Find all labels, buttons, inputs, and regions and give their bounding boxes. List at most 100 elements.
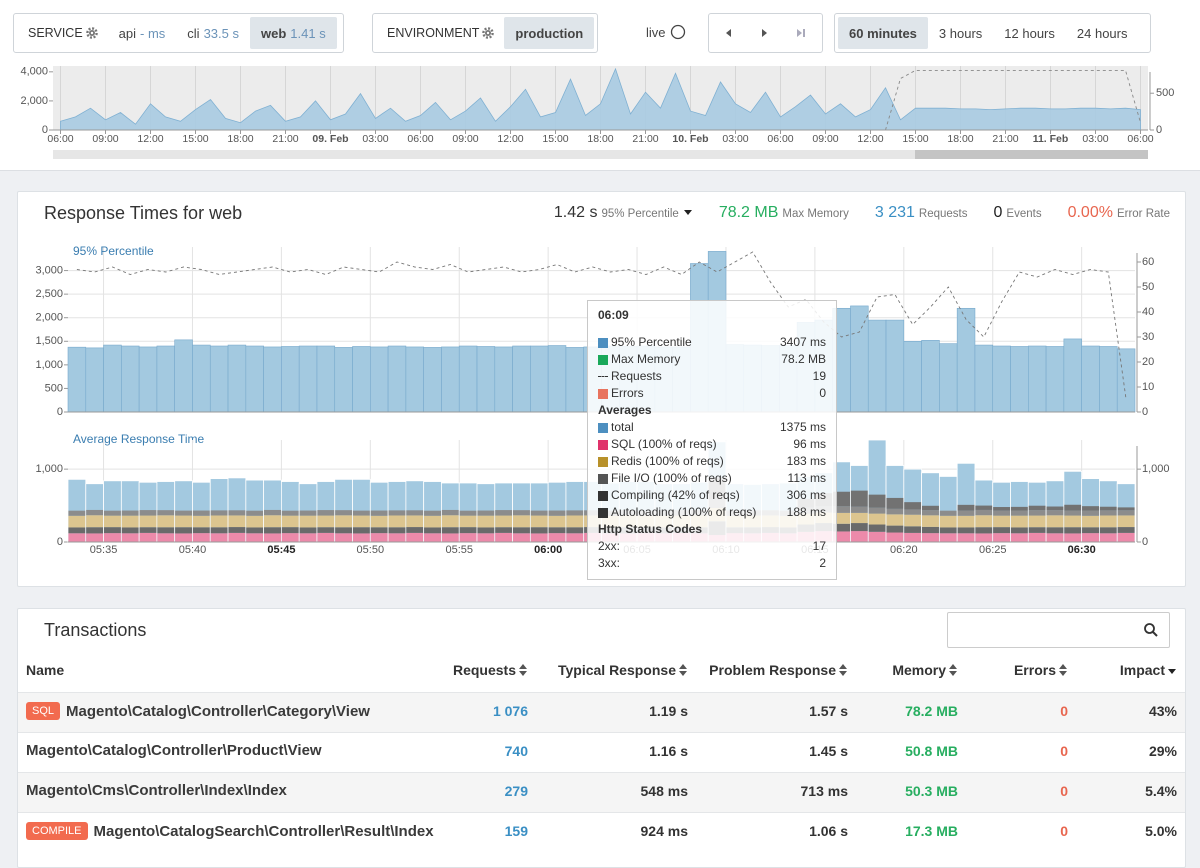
- swatch-dashed: [598, 376, 608, 377]
- stat-label: Requests: [918, 208, 968, 220]
- tooltip-label: Requests: [611, 369, 662, 383]
- tooltip-value: 96 ms: [793, 437, 826, 451]
- live-toggle[interactable]: live: [646, 24, 686, 40]
- nav-button[interactable]: [715, 25, 745, 41]
- transaction-name[interactable]: COMPILE Magento\CatalogSearch\Controller\…: [26, 822, 434, 840]
- table-cell: 1.57 s: [809, 703, 848, 719]
- environment-label: ENVIRONMENT: [376, 26, 504, 40]
- stat: 3 231 Requests: [875, 204, 968, 222]
- live-circle: [670, 24, 685, 40]
- tooltip-label: Redis (100% of reqs): [611, 454, 724, 468]
- stat: 78.2 MB Max Memory: [719, 204, 849, 222]
- sort-icon: [1059, 664, 1067, 676]
- search-icon: [1144, 623, 1158, 637]
- column-header[interactable]: Problem Response: [709, 662, 848, 678]
- tooltip-value: 3407 ms: [779, 335, 826, 349]
- tooltip-row: Autoloading (100% of reqs) 188 ms: [598, 504, 826, 521]
- range-option[interactable]: 12 hours: [1004, 25, 1055, 41]
- tooltip-section: Averages: [598, 403, 652, 417]
- dropdown-arrow: [683, 210, 692, 215]
- tooltip-label: Compiling (42% of reqs): [611, 488, 740, 502]
- sort-up: [949, 664, 957, 669]
- transaction-tag: SQL: [26, 702, 61, 720]
- column-header-text: Impact: [1119, 662, 1165, 678]
- sort-down: [839, 671, 847, 676]
- gear-hole: [90, 31, 93, 35]
- tooltip-name: total: [598, 419, 634, 436]
- transaction-name[interactable]: SQL Magento\Catalog\Controller\Category\V…: [26, 702, 370, 720]
- column-header[interactable]: Memory: [892, 662, 958, 678]
- panel-title: Transactions: [44, 620, 147, 640]
- tooltip-name: Compiling (42% of reqs): [598, 487, 740, 504]
- tooltip-value: 113 ms: [787, 471, 826, 485]
- gear-icon: [85, 27, 98, 39]
- transaction-name[interactable]: Magento\Cms\Controller\Index\Index: [26, 782, 287, 799]
- table-cell: 713 ms: [800, 783, 848, 799]
- table-cell: 0: [1060, 743, 1068, 759]
- transaction-name-text: Magento\Cms\Controller\Index\Index: [26, 782, 287, 799]
- sort-icon: [839, 664, 847, 676]
- sort-down: [679, 671, 687, 676]
- stat-value: 1.42 s: [553, 204, 598, 221]
- column-header-text: Name: [26, 662, 65, 678]
- stat-label: Events: [1006, 208, 1042, 220]
- column-header[interactable]: Typical Response: [558, 662, 688, 678]
- tooltip: 06:09 95% Percentile 3407 ms Max Memory 78.2…: [587, 300, 837, 580]
- tooltip-row: File I/O (100% of reqs) 113 ms: [598, 470, 826, 487]
- column-header[interactable]: Impact: [1120, 662, 1177, 678]
- tooltip-row: Redis (100% of reqs) 183 ms: [598, 453, 826, 470]
- nav-button[interactable]: [786, 25, 816, 41]
- range-option[interactable]: 3 hours: [938, 25, 983, 41]
- swatch: [598, 456, 608, 467]
- tooltip-row: 2xx: 17: [598, 538, 826, 555]
- stat-label: Error Rate: [1116, 208, 1170, 220]
- column-header[interactable]: Requests: [453, 662, 528, 678]
- nav-arrow: [725, 29, 731, 37]
- table-cell: 1.19 s: [649, 703, 688, 719]
- tooltip-row: Max Memory 78.2 MB: [598, 351, 826, 368]
- tooltip-value: 183 ms: [786, 454, 826, 468]
- table-row: [18, 732, 1185, 772]
- table-cell: 5.0%: [1145, 823, 1177, 839]
- tooltip-row: Compiling (42% of reqs) 306 ms: [598, 487, 826, 504]
- tooltip-value: 19: [812, 369, 826, 383]
- environment-option[interactable]: production: [504, 17, 595, 49]
- column-header-text: Requests: [452, 662, 516, 678]
- sort-down: [949, 671, 957, 676]
- service-option[interactable]: cli 33.5 s: [176, 17, 250, 49]
- table-cell: 1.45 s: [809, 743, 848, 759]
- sort-icon: [519, 664, 527, 676]
- tooltip-label: Max Memory: [611, 352, 681, 366]
- search-lens: [1144, 623, 1155, 634]
- table-cell: 43%: [1148, 703, 1177, 719]
- nav-icon: [762, 29, 768, 37]
- tooltip-name: Redis (100% of reqs): [598, 453, 724, 470]
- table-cell: 1.16 s: [649, 743, 688, 759]
- sort-icon: [949, 664, 957, 676]
- nav-icon: [725, 29, 731, 37]
- column-header-text: Problem Response: [709, 662, 836, 678]
- sort-down: [519, 671, 527, 676]
- stat-value: 3 231: [874, 204, 915, 221]
- gear-teeth: [85, 27, 98, 39]
- tooltip-name: 3xx:: [598, 555, 620, 572]
- tooltip-value: 17: [812, 539, 826, 553]
- table-cell: 50.3 MB: [905, 783, 958, 799]
- service-option[interactable]: web 1.41 s: [250, 17, 337, 49]
- tooltip-label: Autoloading (100% of reqs): [611, 505, 757, 519]
- nav-button[interactable]: [750, 25, 780, 41]
- range-option[interactable]: 60 minutes: [838, 17, 928, 49]
- range-option[interactable]: 24 hours: [1076, 25, 1128, 41]
- environment-label-text: ENVIRONMENT: [387, 26, 480, 40]
- column-header[interactable]: Errors: [1014, 662, 1068, 678]
- tooltip-name: Autoloading (100% of reqs): [598, 504, 756, 521]
- gear-teeth: [482, 27, 495, 39]
- search-box[interactable]: [947, 612, 1170, 648]
- table-cell: 78.2 MB: [905, 703, 958, 719]
- sort-up: [1059, 664, 1067, 669]
- service-option[interactable]: api - ms: [108, 17, 177, 49]
- transaction-name-text: Magento\CatalogSearch\Controller\Result\…: [93, 823, 434, 840]
- table-cell: 1 076: [492, 703, 528, 719]
- transaction-name[interactable]: Magento\Catalog\Controller\Product\View: [26, 742, 322, 759]
